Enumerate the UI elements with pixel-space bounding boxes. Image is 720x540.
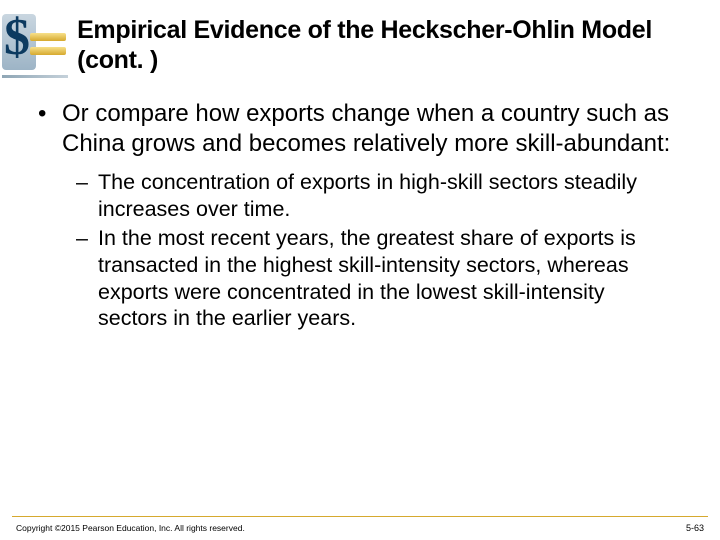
page-number: 5-63: [686, 523, 704, 533]
slide-content: • Or compare how exports change when a c…: [0, 75, 720, 332]
footer-divider: [12, 516, 708, 517]
sub-bullet-text: The concentration of exports in high-ski…: [98, 169, 678, 223]
dash-icon: –: [76, 225, 98, 333]
main-bullet-text: Or compare how exports change when a cou…: [62, 99, 686, 159]
copyright-text: Copyright ©2015 Pearson Education, Inc. …: [16, 523, 245, 533]
sub-bullet: – In the most recent years, the greatest…: [76, 225, 686, 333]
bullet-dot-icon: •: [38, 99, 62, 159]
slide-header: Empirical Evidence of the Heckscher-Ohli…: [0, 0, 720, 75]
slide-title: Empirical Evidence of the Heckscher-Ohli…: [77, 14, 720, 75]
slide-footer: Copyright ©2015 Pearson Education, Inc. …: [0, 516, 720, 540]
main-bullet: • Or compare how exports change when a c…: [38, 99, 686, 159]
sub-bullet-text: In the most recent years, the greatest s…: [98, 225, 678, 333]
logo-icon: [2, 14, 63, 74]
dash-icon: –: [76, 169, 98, 223]
sub-bullet: – The concentration of exports in high-s…: [76, 169, 686, 223]
